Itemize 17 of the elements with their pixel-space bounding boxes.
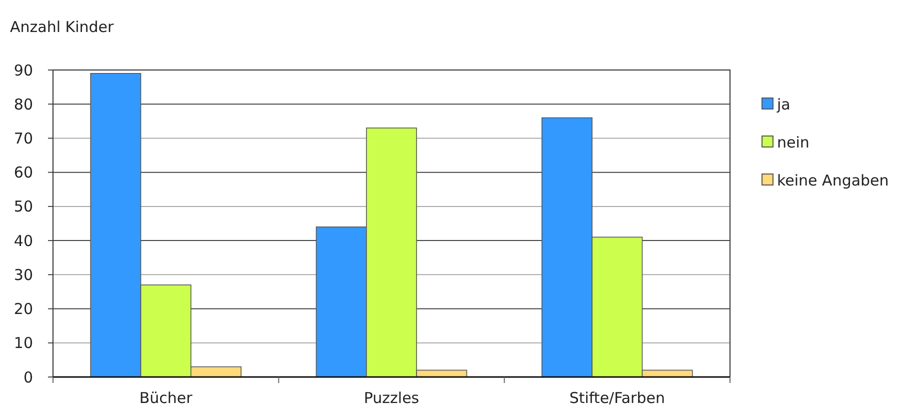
x-tick-label: Bücher xyxy=(139,389,194,407)
y-axis-title: Anzahl Kinder xyxy=(10,18,115,36)
y-tick-label: 80 xyxy=(14,95,33,114)
legend-label: nein xyxy=(777,133,810,152)
y-tick-label: 10 xyxy=(14,334,33,352)
x-tick-label: Puzzles xyxy=(364,389,420,407)
y-tick-label: 0 xyxy=(23,368,33,386)
legend-label: ja xyxy=(776,95,790,114)
legend-label: keine Angaben xyxy=(777,171,889,190)
x-tick-label: Stifte/Farben xyxy=(569,389,665,407)
y-tick-label: 20 xyxy=(14,300,33,318)
y-tick-label: 60 xyxy=(14,164,33,182)
y-tick-label: 90 xyxy=(14,61,33,80)
y-tick-label: 40 xyxy=(14,232,33,250)
y-tick-label: 70 xyxy=(14,129,33,148)
y-tick-label: 30 xyxy=(14,266,33,284)
y-tick-label: 50 xyxy=(14,198,33,216)
